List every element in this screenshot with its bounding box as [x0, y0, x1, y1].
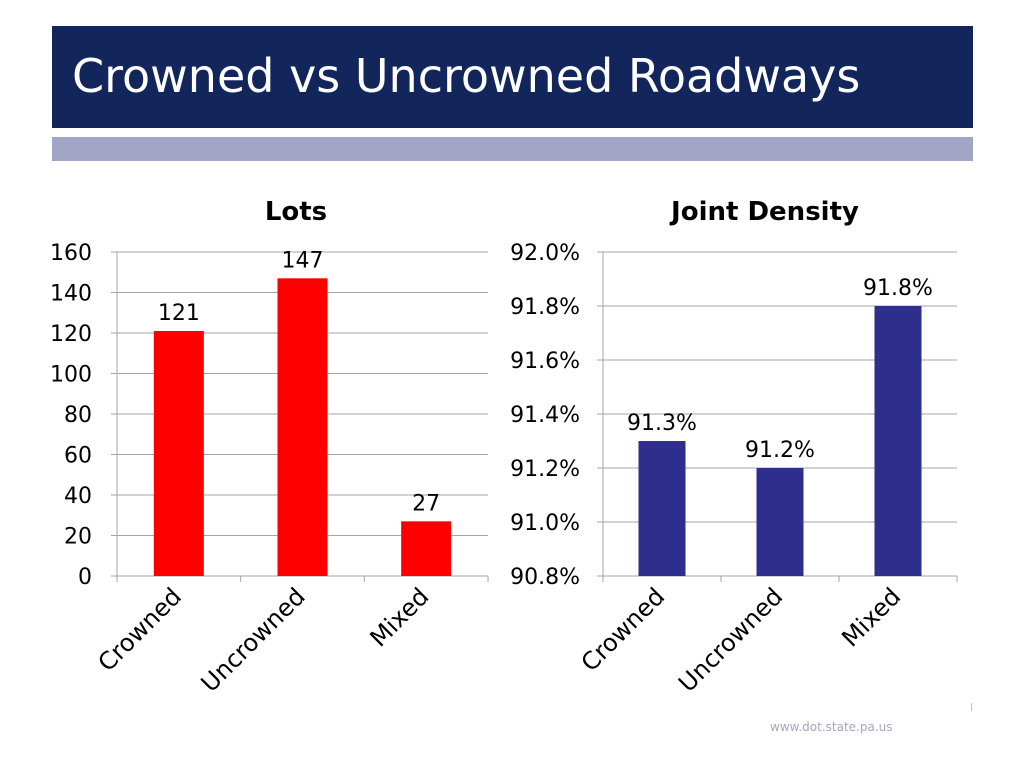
lots-bar-crowned: [153, 330, 204, 576]
slide-edge-mark: [971, 703, 972, 711]
lots-y-tick-label: 80: [64, 403, 92, 428]
density-bar-uncrowned: [756, 468, 804, 576]
lots-value-label: 121: [158, 301, 200, 326]
density-y-tick-label: 92.0%: [510, 241, 580, 266]
title-banner: Crowned vs Uncrowned Roadways: [52, 26, 973, 128]
density-y-tick-label: 91.2%: [510, 457, 580, 482]
density-value-label: 91.3%: [627, 411, 697, 436]
density-y-tick-label: 91.0%: [510, 511, 580, 536]
slide-title: Crowned vs Uncrowned Roadways: [72, 49, 861, 103]
lots-y-tick-label: 140: [50, 282, 92, 307]
accent-bar: [52, 137, 973, 161]
density-chart-title: Joint Density: [669, 197, 859, 227]
lots-y-tick-label: 60: [64, 444, 92, 469]
density-bar-crowned: [638, 441, 686, 576]
lots-y-tick-label: 0: [78, 565, 92, 590]
lots-category-label: Mixed: [365, 582, 435, 652]
lots-y-tick-label: 160: [50, 241, 92, 266]
lots-chart-title: Lots: [265, 197, 327, 227]
density-y-tick-label: 91.6%: [510, 349, 580, 374]
density-bar-mixed: [874, 306, 922, 576]
lots-bar-uncrowned: [277, 278, 328, 576]
lots-y-tick-label: 20: [64, 525, 92, 550]
lots-category-label: Crowned: [93, 582, 187, 676]
lots-category-label: Uncrowned: [196, 582, 311, 697]
lots-y-tick-label: 120: [50, 322, 92, 347]
footer-url: www.dot.state.pa.us: [770, 720, 893, 734]
joint-density-chart: Joint Density 90.8% 91.0% 91.2% 91.4% 91.6% 91…: [510, 197, 958, 698]
density-y-tick-label: 91.8%: [510, 295, 580, 320]
lots-value-label: 27: [412, 491, 440, 516]
density-category-label: Uncrowned: [673, 582, 788, 697]
density-category-label: Mixed: [836, 582, 906, 652]
lots-y-tick-label: 100: [50, 363, 92, 388]
lots-y-tick-label: 40: [64, 484, 92, 509]
lots-bar-mixed: [401, 521, 452, 576]
density-y-tick-label: 91.4%: [510, 403, 580, 428]
lots-value-label: 147: [282, 248, 324, 273]
density-category-label: Crowned: [576, 582, 670, 676]
density-value-label: 91.2%: [745, 438, 815, 463]
lots-chart: Lots 0 20 40 60 80 100 120 140 160 121 Crowned 147 Un…: [50, 197, 489, 698]
density-value-label: 91.8%: [863, 276, 933, 301]
density-y-tick-label: 90.8%: [510, 565, 580, 590]
